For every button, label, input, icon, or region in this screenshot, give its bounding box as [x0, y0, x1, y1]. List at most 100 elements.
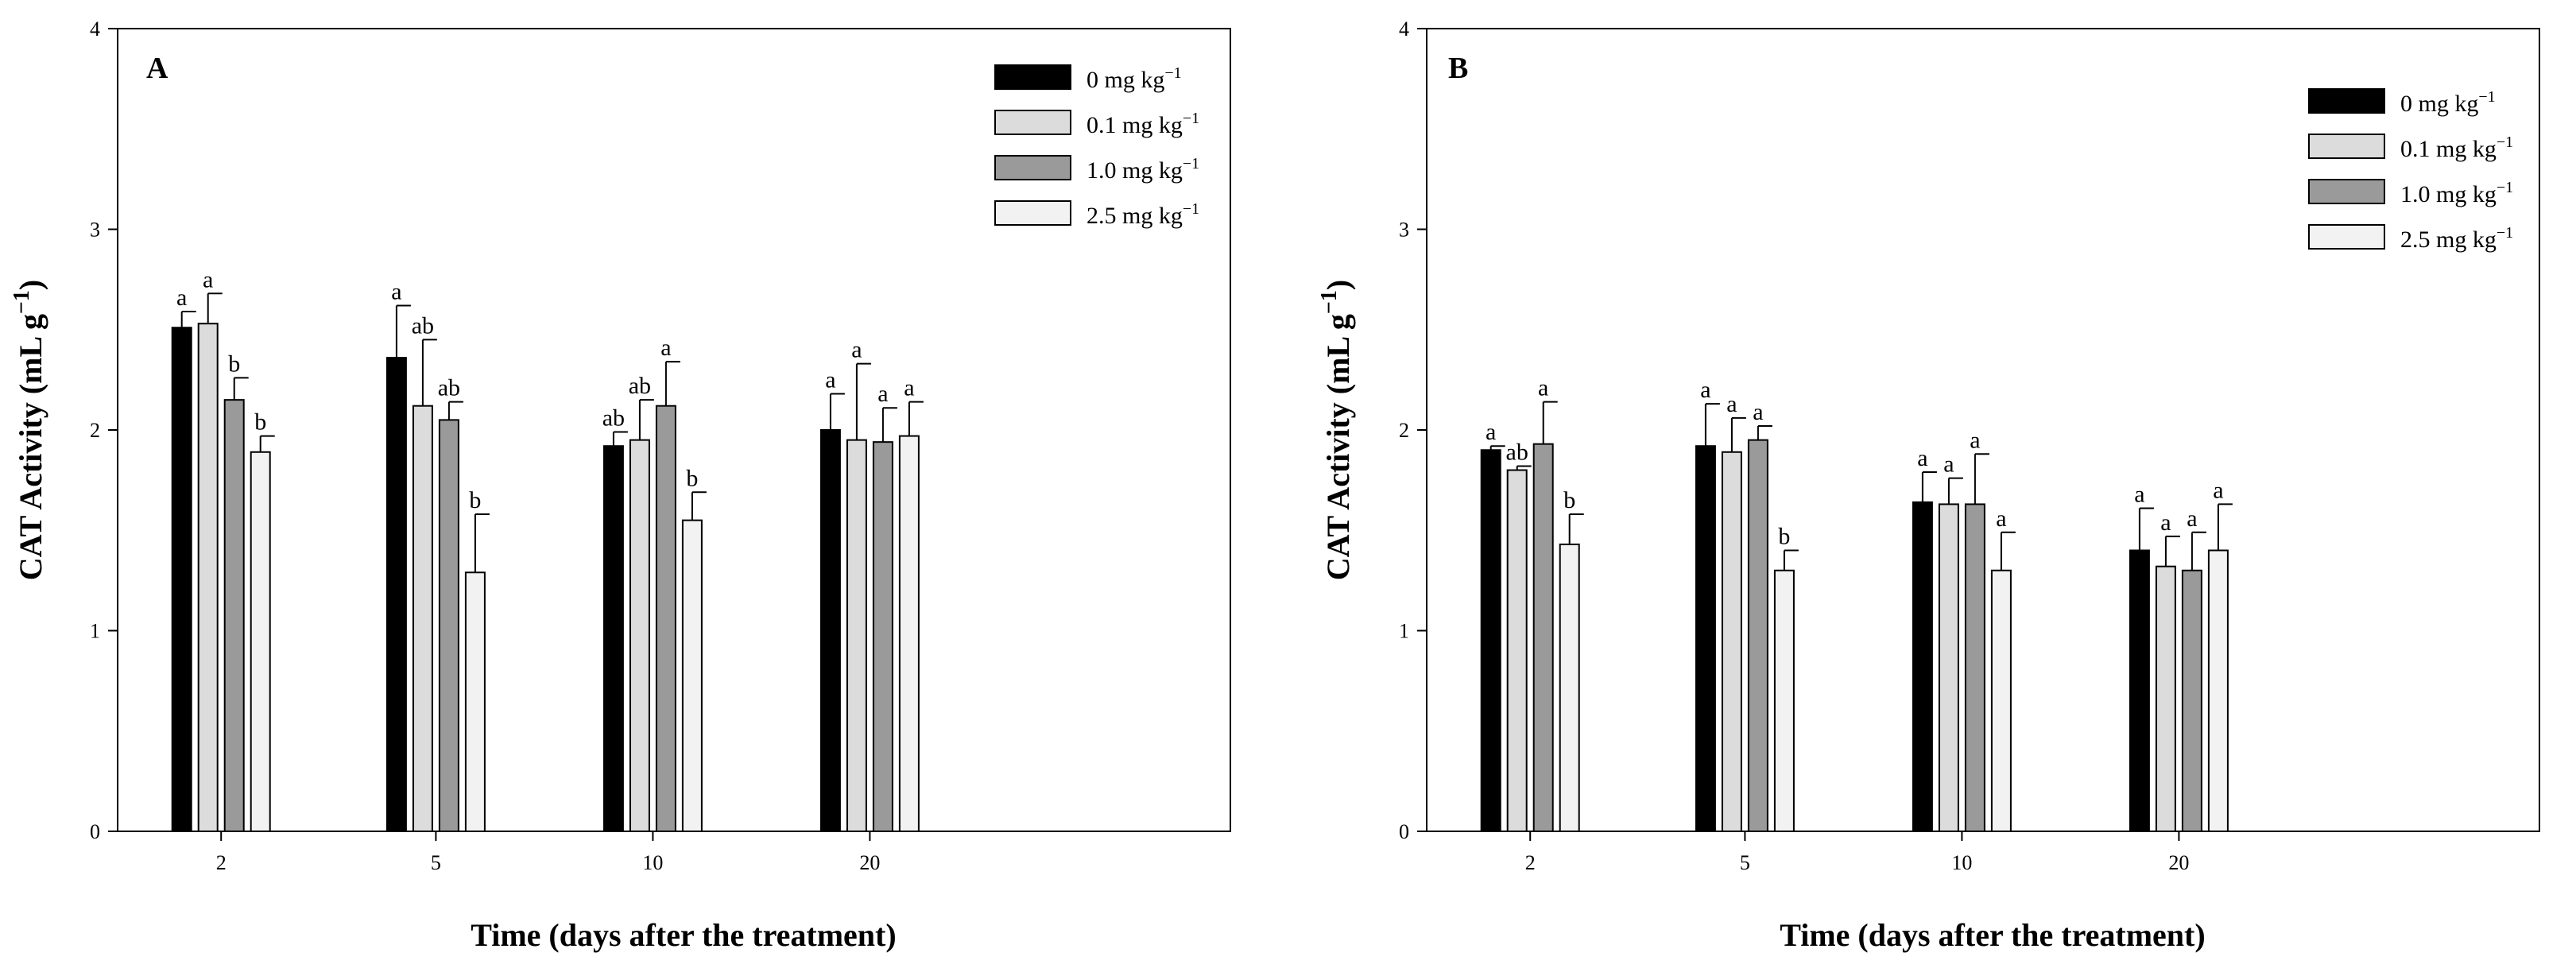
legend-label: 0.1 mg kg−1 — [2400, 134, 2513, 162]
significance-letter: a — [851, 337, 862, 363]
bar-b-s3-c1 — [1773, 569, 1795, 832]
bar-b-s0-c0 — [1480, 449, 1501, 832]
significance-letter: ab — [602, 405, 625, 432]
significance-letter: a — [1753, 399, 1763, 425]
x-tick-label-2: 2 — [1525, 851, 1536, 874]
bar-a-s3-c1 — [464, 571, 486, 833]
bar-a-s2-c0 — [223, 399, 245, 832]
legend-label: 0 mg kg−1 — [1087, 64, 1182, 93]
bar-b-s2-c3 — [2181, 569, 2202, 832]
legend-swatch — [2308, 88, 2385, 114]
significance-letter: a — [1700, 377, 1710, 403]
bar-a-s1-c3 — [846, 439, 867, 832]
x-tick-label-5: 5 — [431, 851, 441, 874]
bar-b-s2-c0 — [1532, 443, 1554, 832]
bar-b-s3-c0 — [1559, 543, 1580, 832]
significance-letter: a — [2187, 505, 2197, 532]
y-tick-label: 2 — [1399, 419, 1409, 442]
bar-a-s2-c2 — [655, 405, 676, 832]
bar-a-s0-c3 — [819, 429, 841, 832]
bar-a-s3-c2 — [681, 519, 703, 832]
legend-swatch — [994, 155, 1071, 180]
significance-letter: a — [2160, 509, 2171, 536]
legend-label: 2.5 mg kg−1 — [1087, 200, 1199, 229]
significance-letter: b — [686, 465, 698, 491]
bar-a-s3-c3 — [898, 435, 920, 832]
x-tick-label-2: 2 — [216, 851, 227, 874]
significance-letter: ab — [1506, 439, 1528, 465]
significance-letter: b — [469, 487, 481, 513]
legend-swatch — [2308, 179, 2385, 204]
bar-b-s0-c3 — [2129, 549, 2150, 832]
x-axis-label: Time (days after the treatment) — [471, 917, 896, 953]
y-tick-label: 3 — [90, 219, 100, 242]
legend-label: 0.1 mg kg−1 — [1087, 110, 1199, 138]
bar-b-s2-c1 — [1747, 439, 1768, 832]
bar-b-s2-c2 — [1964, 503, 1985, 832]
y-tick-label: 4 — [90, 17, 100, 41]
x-tick-label-10: 10 — [1951, 851, 1972, 874]
bar-a-s0-c2 — [602, 445, 624, 832]
significance-letter: b — [1563, 487, 1575, 513]
y-tick-label: 0 — [90, 820, 100, 843]
significance-letter: b — [254, 409, 266, 436]
legend-label: 0 mg kg−1 — [2400, 88, 2496, 117]
x-tick-label-20: 20 — [2168, 851, 2189, 874]
legend-swatch — [994, 110, 1071, 135]
bar-b-s3-c2 — [1990, 569, 2012, 832]
y-tick-label: 3 — [1399, 219, 1409, 242]
significance-letter: ab — [412, 312, 434, 339]
bar-a-s0-c1 — [385, 357, 407, 833]
significance-letter: a — [1970, 427, 1980, 453]
significance-letter: a — [1917, 445, 1927, 471]
bar-b-s1-c2 — [1938, 503, 1959, 832]
legend-swatch — [994, 200, 1071, 226]
significance-letter: a — [904, 375, 914, 401]
significance-letter: a — [877, 381, 888, 407]
legend-swatch — [2308, 224, 2385, 250]
bar-a-s1-c1 — [412, 405, 433, 832]
bar-b-s3-c3 — [2207, 549, 2229, 832]
x-tick-label-20: 20 — [859, 851, 880, 874]
significance-letter: a — [660, 335, 671, 361]
legend-swatch — [2308, 134, 2385, 159]
bar-b-s1-c0 — [1506, 469, 1528, 832]
significance-letter: ab — [629, 373, 651, 399]
panel-label: B — [1448, 52, 1468, 85]
bar-a-s2-c3 — [872, 441, 893, 833]
significance-letter: a — [1943, 451, 1954, 478]
significance-letter: a — [391, 278, 401, 304]
significance-letter: a — [203, 266, 213, 292]
legend-swatch — [994, 64, 1071, 90]
significance-letter: a — [176, 285, 187, 311]
bar-a-s0-c0 — [171, 327, 192, 833]
significance-letter: a — [2134, 481, 2144, 507]
bar-a-s1-c2 — [629, 439, 650, 832]
significance-letter: ab — [438, 375, 460, 401]
significance-letter: b — [228, 350, 240, 377]
x-tick-label-10: 10 — [642, 851, 663, 874]
panel-label: A — [146, 52, 169, 85]
significance-letter: a — [1538, 375, 1548, 401]
bar-b-s1-c3 — [2155, 565, 2176, 832]
bar-b-s0-c1 — [1695, 445, 1716, 832]
y-tick-label: 1 — [90, 620, 100, 643]
significance-letter: b — [1778, 524, 1790, 550]
significance-letter: a — [1726, 391, 1737, 417]
bar-a-s1-c0 — [197, 323, 219, 832]
y-tick-label: 0 — [1399, 820, 1409, 843]
significance-letter: a — [2213, 477, 2223, 503]
legend-label: 1.0 mg kg−1 — [1087, 155, 1199, 184]
y-tick-label: 4 — [1399, 17, 1409, 41]
legend-label: 1.0 mg kg−1 — [2400, 179, 2513, 207]
y-axis-label: CAT Activity (mL g−1) — [1317, 280, 1356, 580]
significance-letter: a — [1996, 505, 2006, 532]
y-tick-label: 1 — [1399, 620, 1409, 643]
x-axis-label: Time (days after the treatment) — [1780, 917, 2205, 953]
significance-letter: a — [1486, 419, 1496, 445]
x-tick-label-5: 5 — [1740, 851, 1750, 874]
significance-letter: a — [825, 367, 835, 393]
